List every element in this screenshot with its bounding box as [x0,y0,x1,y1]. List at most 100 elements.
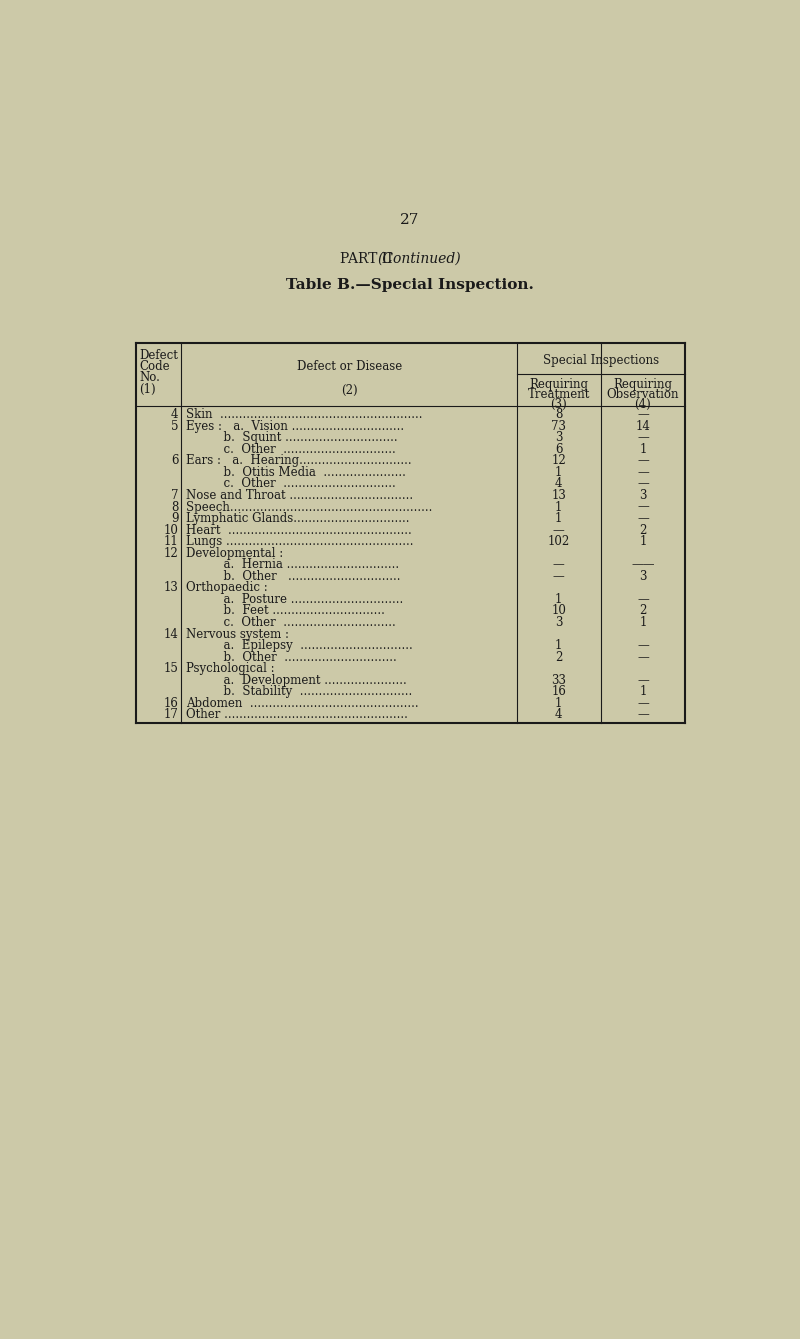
Text: Treatment: Treatment [528,388,590,402]
Text: c.  Other  ..............................: c. Other .............................. [186,443,396,455]
Text: 1: 1 [639,536,646,548]
Text: 1: 1 [639,686,646,699]
Text: Psychological :: Psychological : [186,663,274,675]
Text: 5: 5 [170,419,178,432]
Text: 8: 8 [555,408,562,422]
Text: a.  Development ......................: a. Development ...................... [186,674,406,687]
Text: a.  Posture ..............................: a. Posture .............................… [186,593,403,607]
Text: b.  Other   ..............................: b. Other .............................. [186,570,401,582]
Text: 15: 15 [163,663,178,675]
Text: Abdomen  .............................................: Abdomen ................................… [186,696,418,710]
Text: 102: 102 [548,536,570,548]
Text: a.  Epilepsy  ..............................: a. Epilepsy ............................… [186,639,413,652]
Text: c.  Other  ..............................: c. Other .............................. [186,616,396,629]
Text: 16: 16 [551,686,566,699]
Text: 16: 16 [163,696,178,710]
Text: —: — [637,708,649,722]
Text: —: — [637,454,649,467]
Text: 73: 73 [551,419,566,432]
Text: Defect or Disease: Defect or Disease [297,360,402,372]
Text: b.  Otitis Media  ......................: b. Otitis Media ...................... [186,466,406,479]
Text: 33: 33 [551,674,566,687]
Text: (2): (2) [341,384,358,398]
Text: PART II: PART II [340,252,397,265]
Text: 1: 1 [639,616,646,629]
Text: Observation: Observation [606,388,679,402]
Text: 12: 12 [551,454,566,467]
Text: —: — [637,593,649,607]
Text: Lungs ..................................................: Lungs ..................................… [186,536,414,548]
Text: 14: 14 [163,628,178,640]
Text: (1): (1) [139,383,156,396]
Text: —: — [637,639,649,652]
Text: c.  Other  ..............................: c. Other .............................. [186,478,396,490]
Text: —: — [553,558,565,572]
Text: —: — [637,674,649,687]
Text: 17: 17 [163,708,178,722]
Text: —: — [637,478,649,490]
Text: Orthopaedic :: Orthopaedic : [186,581,268,595]
Text: 2: 2 [639,604,646,617]
Text: —: — [553,524,565,537]
Text: (3): (3) [550,398,567,411]
Text: Eyes :   a.  Vision ..............................: Eyes : a. Vision .......................… [186,419,404,432]
Text: Nose and Throat .................................: Nose and Throat ........................… [186,489,413,502]
Text: b.  Stability  ..............................: b. Stability ...........................… [186,686,412,699]
Text: Heart  .................................................: Heart ..................................… [186,524,412,537]
Text: 13: 13 [551,489,566,502]
Text: (Continued): (Continued) [378,252,461,265]
Text: —: — [637,466,649,479]
Text: 10: 10 [163,524,178,537]
Text: 1: 1 [555,639,562,652]
Text: 1: 1 [555,501,562,514]
Text: Defect: Defect [139,349,178,362]
Text: 4: 4 [555,708,562,722]
Text: 1: 1 [555,593,562,607]
Text: Special Inspections: Special Inspections [543,353,659,367]
Text: —: — [553,570,565,582]
Text: (4): (4) [634,398,651,411]
Text: 8: 8 [171,501,178,514]
Text: Ears :   a.  Hearing..............................: Ears : a. Hearing.......................… [186,454,412,467]
Text: Code: Code [139,360,170,372]
Text: 2: 2 [555,651,562,664]
Text: —: — [637,511,649,525]
Text: b.  Squint ..............................: b. Squint .............................. [186,431,398,445]
Text: 3: 3 [639,570,646,582]
Text: 3: 3 [639,489,646,502]
Text: 1: 1 [555,466,562,479]
Text: 7: 7 [170,489,178,502]
Text: —: — [637,431,649,445]
Text: b.  Feet ..............................: b. Feet .............................. [186,604,385,617]
Text: 11: 11 [163,536,178,548]
Text: 3: 3 [555,616,562,629]
Text: Nervous system :: Nervous system : [186,628,289,640]
Text: Requiring: Requiring [614,378,672,391]
Text: b.  Other  ..............................: b. Other .............................. [186,651,397,664]
Text: 10: 10 [551,604,566,617]
Text: —: — [637,651,649,664]
Text: Requiring: Requiring [530,378,588,391]
Text: 6: 6 [170,454,178,467]
Text: No.: No. [139,371,160,383]
Text: Speech......................................................: Speech..................................… [186,501,432,514]
Text: Skin  ......................................................: Skin ...................................… [186,408,422,422]
Text: —: — [637,696,649,710]
Text: 3: 3 [555,431,562,445]
Text: 13: 13 [163,581,178,595]
Text: 9: 9 [170,511,178,525]
Text: 2: 2 [639,524,646,537]
Text: 27: 27 [400,213,420,228]
Text: ——: —— [631,558,654,572]
Text: —: — [637,501,649,514]
Text: Other .................................................: Other ..................................… [186,708,408,722]
Text: 12: 12 [163,546,178,560]
Text: 14: 14 [635,419,650,432]
Text: a.  Hernia ..............................: a. Hernia .............................. [186,558,399,572]
Text: —: — [637,408,649,422]
Text: Table B.—Special Inspection.: Table B.—Special Inspection. [286,277,534,292]
Text: Lymphatic Glands...............................: Lymphatic Glands........................… [186,511,410,525]
Text: 4: 4 [555,478,562,490]
Text: 1: 1 [555,511,562,525]
Text: 6: 6 [555,443,562,455]
